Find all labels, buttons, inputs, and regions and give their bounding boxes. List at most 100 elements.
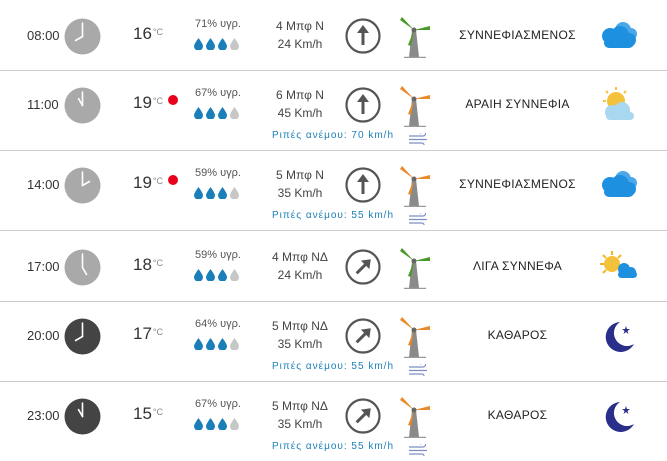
temperature-value: 17 <box>133 324 152 343</box>
wind-info: 4 Μπφ ΝΔ 24 Km/h <box>255 248 345 284</box>
wind-speed: 35 Km/h <box>277 337 323 351</box>
wind-speed: 24 Km/h <box>277 268 323 282</box>
temperature-value: 19 <box>133 93 152 112</box>
gust-label: Ριπές ανέμου: 55 km/h <box>272 441 395 452</box>
humidity-drops <box>194 269 239 281</box>
temperature-unit: °C <box>152 27 164 37</box>
temperature-value: 18 <box>133 255 152 274</box>
sun-cloud-icon <box>596 247 640 287</box>
humidity-label: 64% υγρ. <box>195 318 241 330</box>
wind-direction-icon <box>345 18 381 54</box>
temperature: 19°C <box>133 173 163 193</box>
wind-info: 5 Μπφ ΝΔ 35 Km/h <box>255 317 345 353</box>
cloudy-icon <box>596 16 640 56</box>
humidity-drops <box>194 187 239 199</box>
gust-label: Ριπές ανέμου: 55 km/h <box>272 210 395 221</box>
wind-direction-icon <box>345 87 381 123</box>
temperature-unit: °C <box>152 176 164 186</box>
condition-label: ΚΑΘΑΡΟΣ <box>487 328 548 342</box>
temperature-value: 15 <box>133 404 152 423</box>
humidity-label: 59% υγρ. <box>195 249 241 261</box>
wind-direction-icon <box>345 318 381 354</box>
windmill-icon <box>396 314 432 359</box>
temperature: 16°C <box>133 24 163 44</box>
time-label: 23:00 <box>27 408 60 423</box>
windmill-icon <box>396 163 432 208</box>
condition-label: ΛΙΓΑ ΣΥΝΝΕΦΑ <box>472 259 563 273</box>
clock-icon <box>64 167 101 204</box>
condition-label: ΚΑΘΑΡΟΣ <box>487 408 548 422</box>
time-label: 20:00 <box>27 328 60 343</box>
clock-icon <box>64 318 101 355</box>
temperature: 15°C <box>133 404 163 424</box>
gust-label: Ριπές ανέμου: 70 km/h <box>272 130 395 141</box>
wind-info: 4 Μπφ N 24 Km/h <box>255 17 345 53</box>
temperature: 19°C <box>133 93 163 113</box>
temperature: 18°C <box>133 255 163 275</box>
clock-icon <box>64 249 101 286</box>
temperature: 17°C <box>133 324 163 344</box>
time-label: 08:00 <box>27 28 60 43</box>
wind-speed: 45 Km/h <box>277 106 323 120</box>
gust-wind-icon <box>408 130 430 148</box>
gust-wind-icon <box>408 441 430 459</box>
forecast-row: 08:00 16°C 71% υγρ. 4 Μπφ N 24 Km/h ΣΥΝΝΕ… <box>0 0 667 71</box>
wind-force: 5 Μπφ ΝΔ <box>272 399 328 413</box>
time-label: 17:00 <box>27 259 60 274</box>
clock-icon <box>64 18 101 55</box>
humidity-drops <box>194 107 239 119</box>
wind-force: 4 Μπφ ΝΔ <box>272 250 328 264</box>
heat-warning-dot <box>168 95 178 105</box>
time-label: 11:00 <box>27 97 59 112</box>
wind-speed: 24 Km/h <box>277 37 323 51</box>
forecast-row: 17:00 18°C 59% υγρ. 4 Μπφ ΝΔ 24 Km/h ΛΙΓΑ… <box>0 231 667 302</box>
wind-speed: 35 Km/h <box>277 417 323 431</box>
temperature-value: 19 <box>133 173 152 192</box>
forecast-row: 11:00 19°C 67% υγρ. 6 Μπφ N 45 Km/h Ριπές… <box>0 71 667 151</box>
humidity-drops <box>194 418 239 430</box>
wind-force: 4 Μπφ N <box>276 19 324 33</box>
windmill-icon <box>396 245 432 290</box>
humidity-label: 71% υγρ. <box>195 18 241 30</box>
gust-wind-icon <box>408 210 430 228</box>
wind-info: 5 Μπφ N 35 Km/h <box>255 166 345 202</box>
moon-icon <box>596 396 640 436</box>
windmill-icon <box>396 14 432 59</box>
humidity-label: 67% υγρ. <box>195 87 241 99</box>
gust-label: Ριπές ανέμου: 55 km/h <box>272 361 395 372</box>
temperature-value: 16 <box>133 24 152 43</box>
heat-warning-dot <box>168 175 178 185</box>
moon-icon <box>596 316 640 356</box>
humidity-label: 67% υγρ. <box>195 398 241 410</box>
clock-icon <box>64 398 101 435</box>
wind-force: 5 Μπφ N <box>276 168 324 182</box>
wind-info: 5 Μπφ ΝΔ 35 Km/h <box>255 397 345 433</box>
forecast-row: 20:00 17°C 64% υγρ. 5 Μπφ ΝΔ 35 Km/h Ριπέ… <box>0 302 667 382</box>
windmill-icon <box>396 83 432 128</box>
wind-direction-icon <box>345 167 381 203</box>
wind-speed: 35 Km/h <box>277 186 323 200</box>
cloudy-icon <box>596 165 640 205</box>
temperature-unit: °C <box>152 96 164 106</box>
partly-cloudy-icon <box>596 85 640 125</box>
wind-direction-icon <box>345 249 381 285</box>
temperature-unit: °C <box>152 407 164 417</box>
clock-icon <box>64 87 101 124</box>
gust-wind-icon <box>408 361 430 379</box>
humidity-drops <box>194 38 239 50</box>
temperature-unit: °C <box>152 327 164 337</box>
condition-label: ΣΥΝΝΕΦΙΑΣΜΕΝΟΣ <box>459 28 576 42</box>
wind-force: 6 Μπφ N <box>276 88 324 102</box>
condition-label: ΣΥΝΝΕΦΙΑΣΜΕΝΟΣ <box>459 177 576 191</box>
forecast-row: 14:00 19°C 59% υγρ. 5 Μπφ N 35 Km/h Ριπές… <box>0 151 667 231</box>
humidity-label: 59% υγρ. <box>195 167 241 179</box>
wind-info: 6 Μπφ N 45 Km/h <box>255 86 345 122</box>
forecast-row: 23:00 15°C 67% υγρ. 5 Μπφ ΝΔ 35 Km/h Ριπέ… <box>0 382 667 459</box>
windmill-icon <box>396 394 432 439</box>
time-label: 14:00 <box>27 177 60 192</box>
temperature-unit: °C <box>152 258 164 268</box>
condition-label: ΑΡΑΙΗ ΣΥΝΝΕΦΙΑ <box>465 97 570 111</box>
wind-direction-icon <box>345 398 381 434</box>
wind-force: 5 Μπφ ΝΔ <box>272 319 328 333</box>
